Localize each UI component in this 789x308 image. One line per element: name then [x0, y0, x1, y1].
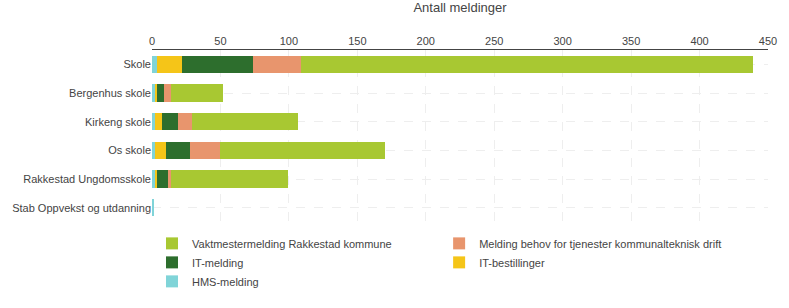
svg-text:0: 0 [149, 35, 155, 47]
svg-text:Os skole: Os skole [108, 144, 151, 156]
svg-text:HMS-melding: HMS-melding [192, 276, 259, 288]
svg-text:450: 450 [759, 35, 777, 47]
svg-text:Kirkeng skole: Kirkeng skole [85, 116, 151, 128]
svg-text:200: 200 [417, 35, 435, 47]
svg-text:Melding behov for tjenester ko: Melding behov for tjenester kommunaltekn… [479, 238, 721, 250]
svg-text:100: 100 [280, 35, 298, 47]
svg-text:50: 50 [214, 35, 226, 47]
svg-text:Bergenhus skole: Bergenhus skole [69, 87, 151, 99]
svg-text:250: 250 [485, 35, 503, 47]
svg-text:350: 350 [622, 35, 640, 47]
svg-text:Vaktmestermelding Rakkestad ko: Vaktmestermelding Rakkestad kommune [192, 238, 392, 250]
svg-text:Antall meldinger: Antall meldinger [413, 0, 507, 15]
svg-text:IT-melding: IT-melding [192, 257, 243, 269]
svg-text:IT-bestillinger: IT-bestillinger [479, 257, 545, 269]
svg-text:300: 300 [553, 35, 571, 47]
svg-text:Skole: Skole [123, 58, 151, 70]
svg-text:Stab Oppvekst og utdanning: Stab Oppvekst og utdanning [12, 202, 151, 214]
svg-text:Rakkestad Ungdomsskole: Rakkestad Ungdomsskole [23, 173, 151, 185]
svg-text:400: 400 [690, 35, 708, 47]
svg-text:150: 150 [348, 35, 366, 47]
